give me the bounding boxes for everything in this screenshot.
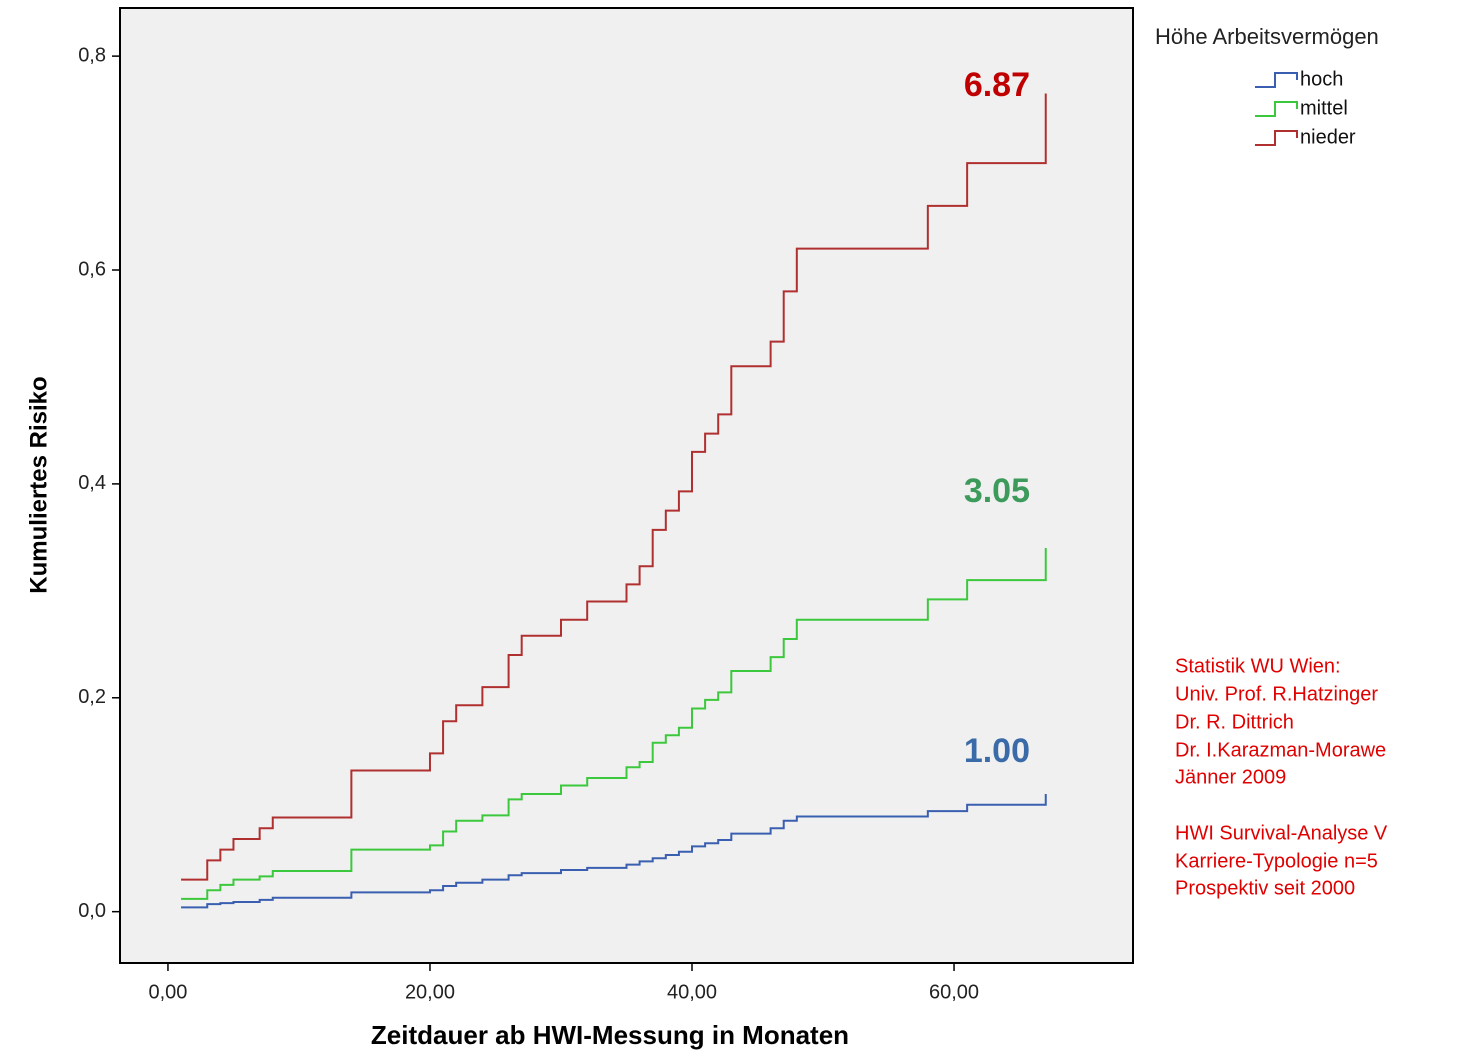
- x-tick-label: 40,00: [667, 981, 717, 1003]
- x-tick-label: 0,00: [148, 981, 187, 1003]
- legend-swatch: [1255, 101, 1298, 117]
- legend-label: hoch: [1300, 68, 1343, 90]
- credit-note: Dr. R. Dittrich: [1175, 711, 1294, 733]
- legend-label: mittel: [1300, 97, 1348, 119]
- plot-area: [119, 7, 1134, 964]
- credit-note: Statistik WU Wien:: [1175, 655, 1341, 677]
- step-line: [181, 93, 1047, 881]
- legend-label: nieder: [1300, 126, 1356, 148]
- credit-note: Karriere-Typologie n=5: [1175, 850, 1378, 872]
- y-tick-label: 0,0: [78, 900, 106, 922]
- legend-swatch: [1255, 72, 1298, 88]
- credit-note: Jänner 2009: [1175, 766, 1286, 788]
- y-tick-label: 0,6: [78, 258, 106, 280]
- x-tick-label: 20,00: [405, 981, 455, 1003]
- step-line: [181, 794, 1047, 909]
- credit-note: Univ. Prof. R.Hatzinger: [1175, 683, 1378, 705]
- y-tick-label: 0,8: [78, 44, 106, 66]
- y-tick-label: 0,4: [78, 472, 106, 494]
- legend-swatch: [1255, 130, 1298, 146]
- annotation: 1.00: [964, 732, 1030, 770]
- annotation: 6.87: [964, 66, 1030, 104]
- legend-title: Höhe Arbeitsvermögen: [1155, 24, 1379, 49]
- y-axis-title: Kumuliertes Risiko: [25, 376, 52, 593]
- credit-note: Dr. I.Karazman-Morawe: [1175, 739, 1386, 761]
- credit-note: HWI Survival-Analyse V: [1175, 822, 1388, 844]
- y-tick-label: 0,2: [78, 686, 106, 708]
- x-tick-label: 60,00: [929, 981, 979, 1003]
- x-axis-title: Zeitdauer ab HWI-Messung in Monaten: [371, 1020, 849, 1050]
- step-line: [181, 548, 1047, 900]
- annotation: 3.05: [964, 472, 1030, 510]
- credit-note: Prospektiv seit 2000: [1175, 877, 1355, 899]
